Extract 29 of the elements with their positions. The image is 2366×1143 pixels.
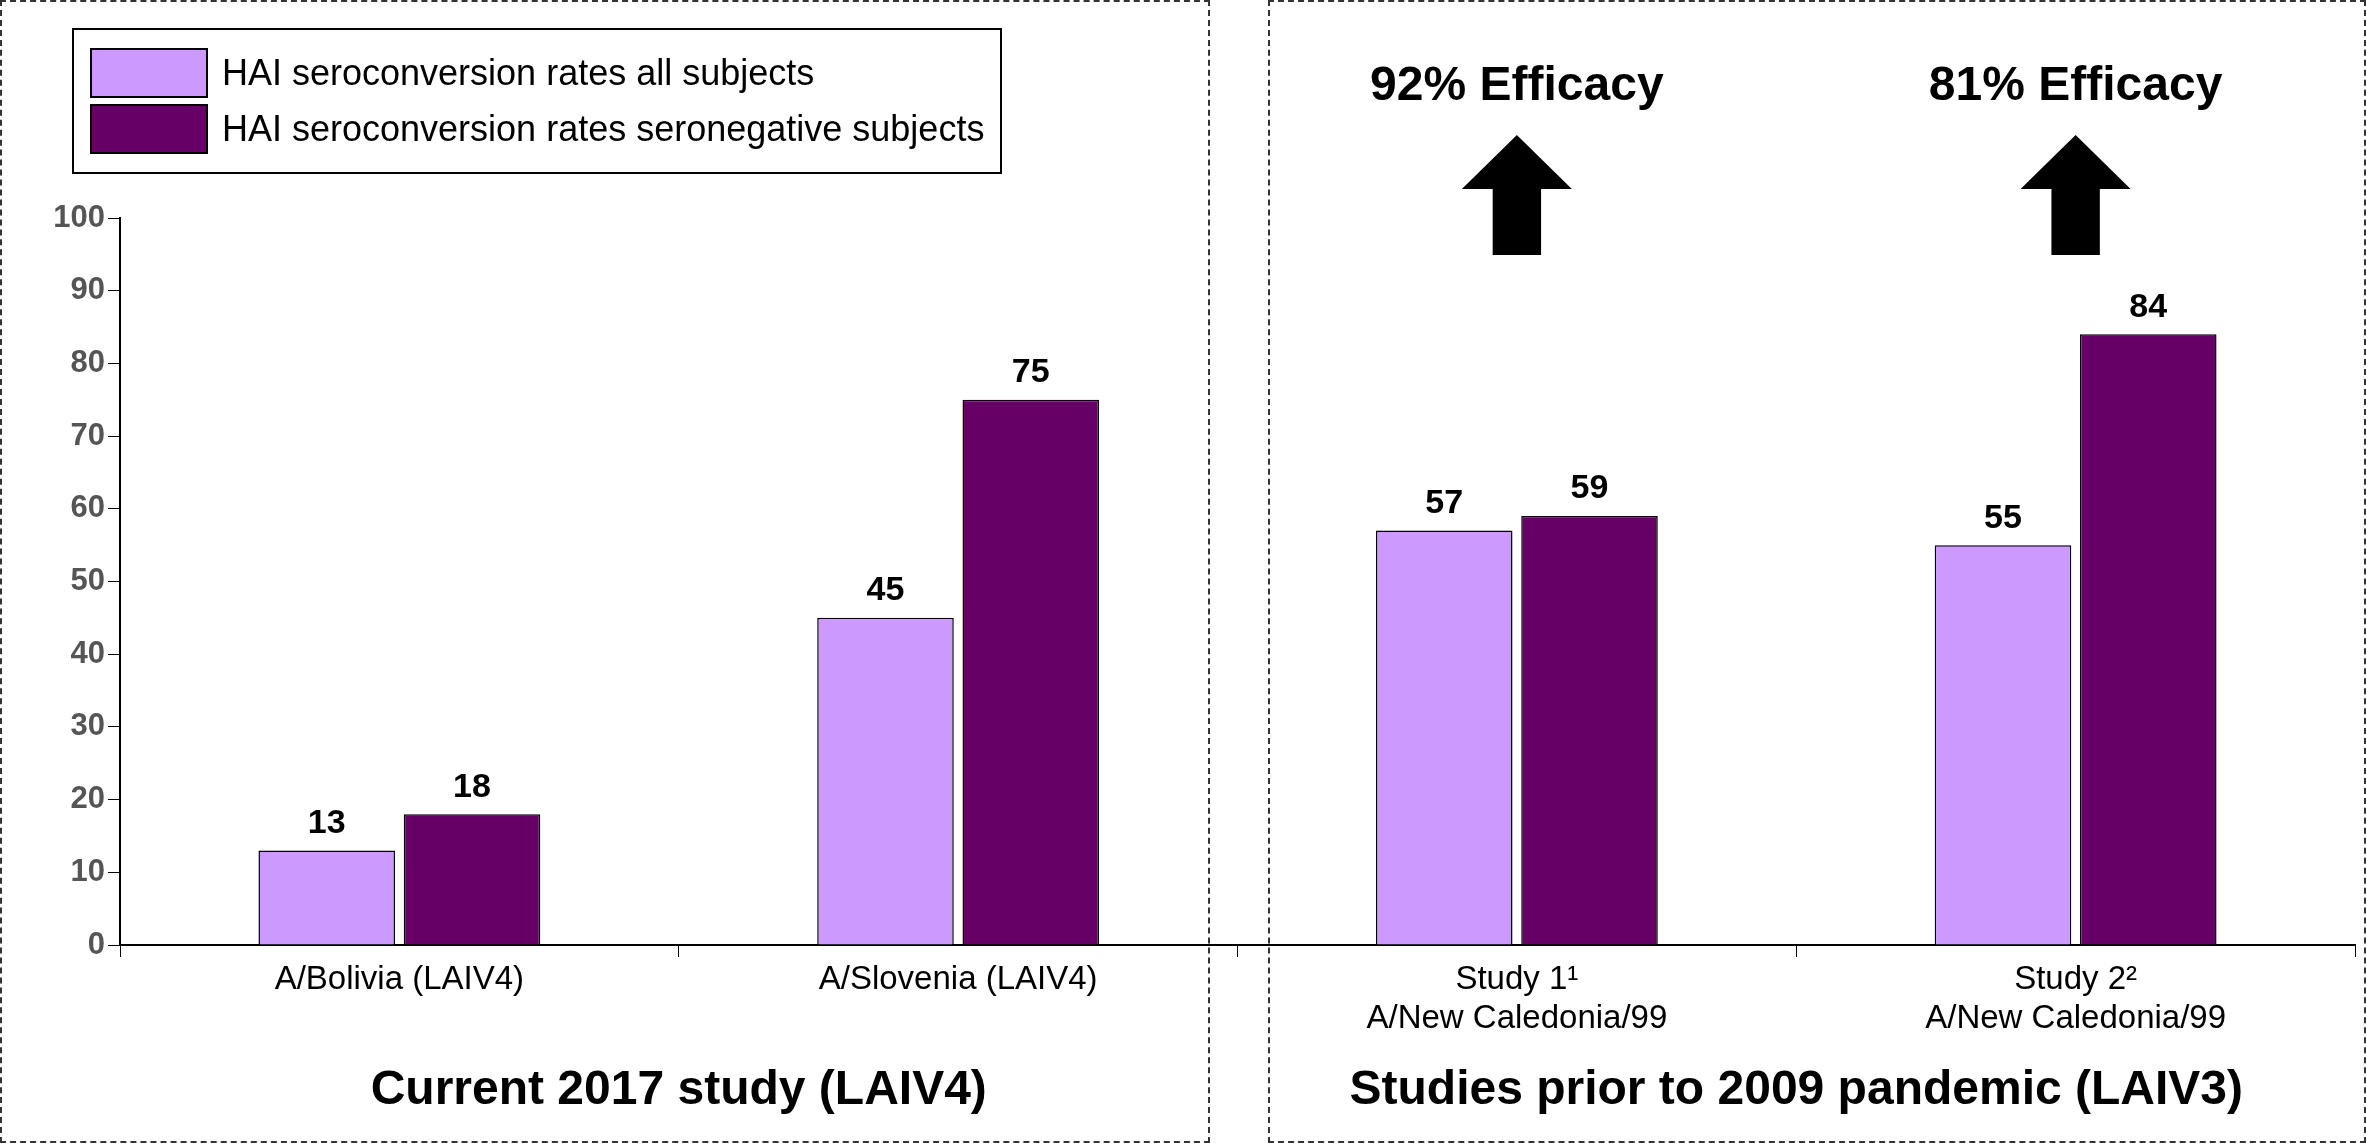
x-tick-label: A/Slovenia (LAIV4): [818, 958, 1098, 996]
data-label: 55: [1984, 496, 2022, 535]
data-label: 18: [453, 765, 491, 804]
x-tick-label: Study 2² A/New Caledonia/99: [1925, 958, 2227, 1036]
data-label: 13: [307, 801, 346, 840]
y-tick-label: 20: [70, 780, 105, 816]
x-tick-label: Study 1¹ A/New Caledonia/99: [1366, 958, 1668, 1036]
y-tick-label: 100: [53, 198, 105, 234]
data-label: 59: [1570, 467, 1609, 506]
data-label: 84: [2129, 285, 2168, 324]
data-label: 45: [866, 569, 905, 608]
text: 81% Efficacy: [1928, 56, 2223, 111]
text: 92% Efficacy: [1370, 56, 1664, 111]
data-label: 75: [1011, 351, 1050, 390]
text: Studies prior to 2009 pandemic (LAIV3): [1349, 1060, 2244, 1115]
legend-label: HAI seroconversion rates all subjects: [222, 52, 815, 94]
y-tick-label: 10: [70, 852, 105, 888]
data-label: 57: [1425, 481, 1464, 520]
y-tick-label: 50: [70, 562, 105, 598]
text: Current 2017 study (LAIV4): [370, 1060, 987, 1115]
legend-label: HAI seroconversion rates seronegative subjects: [222, 108, 985, 150]
y-tick-label: 80: [70, 343, 105, 379]
y-tick-label: 40: [70, 634, 105, 670]
y-tick-label: 30: [70, 707, 105, 743]
y-tick-label: 60: [70, 489, 105, 525]
y-tick-label: 0: [87, 925, 105, 961]
y-tick-label: 90: [70, 271, 105, 307]
x-tick-label: A/Bolivia (LAIV4): [274, 958, 525, 996]
y-tick-label: 70: [70, 416, 105, 452]
